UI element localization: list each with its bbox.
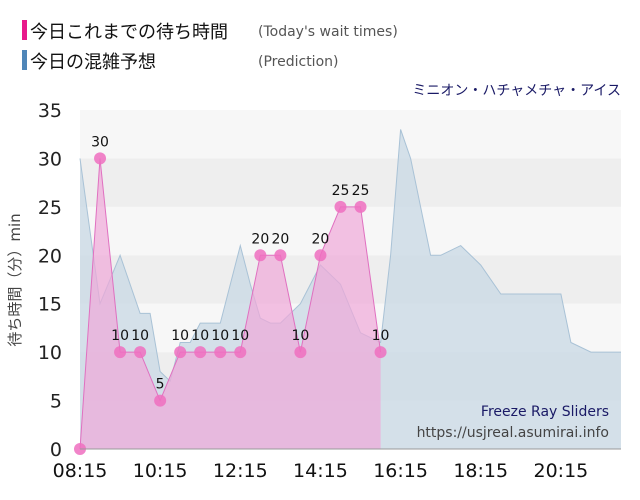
data-point [154, 394, 167, 407]
data-label: 10 [372, 328, 390, 344]
watermark-ride: Freeze Ray Sliders [481, 404, 609, 420]
data-point [354, 200, 367, 213]
data-point [274, 249, 287, 262]
actual-line [79, 158, 382, 450]
y-tick-label: 10 [38, 342, 62, 364]
watermark-url: https://usjreal.asumirai.info [417, 425, 609, 441]
actual-series [79, 158, 382, 450]
legend-sub-prediction: (Prediction) [258, 54, 338, 70]
data-point [134, 346, 147, 359]
plot-band [80, 158, 621, 207]
x-tick-label: 20:15 [534, 460, 589, 482]
x-tick-label: 16:15 [373, 460, 428, 482]
actual-markers [74, 152, 387, 455]
y-tick-label: 15 [38, 294, 62, 316]
plot-band [80, 110, 621, 159]
x-axis-ticks: 08:15 10:15 12:15 14:15 16:15 18:15 20:15 [53, 460, 589, 482]
data-label: 10 [111, 328, 129, 344]
data-point [254, 249, 267, 262]
chart-title: ミニオン・ハチャメチャ・アイス [412, 83, 621, 99]
data-label: 10 [171, 328, 189, 344]
data-label: 10 [291, 328, 309, 344]
y-tick-label: 30 [38, 148, 62, 170]
data-point [114, 346, 127, 359]
data-point [294, 346, 307, 359]
data-label: 20 [271, 231, 289, 247]
data-label: 20 [251, 231, 269, 247]
data-label: 30 [91, 134, 109, 150]
data-label: 25 [332, 183, 350, 199]
x-tick-label: 12:15 [213, 460, 268, 482]
legend-label-actual: 今日これまでの待ち時間 [30, 22, 228, 43]
legend-label-prediction: 今日の混雑予想 [30, 52, 156, 73]
data-point [174, 346, 187, 359]
data-point [214, 346, 227, 359]
y-tick-label: 20 [38, 245, 62, 267]
data-point [234, 346, 247, 359]
data-label: 5 [156, 377, 165, 393]
data-label: 20 [312, 231, 330, 247]
data-label: 10 [131, 328, 149, 344]
data-point [314, 249, 327, 262]
x-tick-label: 14:15 [293, 460, 348, 482]
data-point [194, 346, 207, 359]
x-tick-label: 10:15 [133, 460, 188, 482]
y-tick-label: 25 [38, 197, 62, 219]
data-point [374, 346, 387, 359]
y-axis-ticks: 0 5 10 15 20 25 30 35 [38, 100, 62, 461]
y-tick-label: 35 [38, 100, 62, 122]
x-tick-label: 08:15 [53, 460, 108, 482]
legend-swatch-prediction [22, 50, 27, 70]
data-label: 10 [231, 328, 249, 344]
y-axis-label: 待ち時間（分）min [6, 213, 24, 346]
data-point [334, 200, 347, 213]
data-point [94, 152, 107, 165]
x-tick-label: 18:15 [453, 460, 508, 482]
data-label: 25 [352, 183, 370, 199]
actual-area [80, 158, 381, 449]
data-label: 10 [191, 328, 209, 344]
legend-swatch-actual [22, 20, 27, 40]
y-tick-label: 0 [50, 439, 62, 461]
y-tick-label: 5 [50, 391, 62, 413]
data-label: 10 [211, 328, 229, 344]
legend-sub-actual: (Today's wait times) [258, 24, 398, 40]
